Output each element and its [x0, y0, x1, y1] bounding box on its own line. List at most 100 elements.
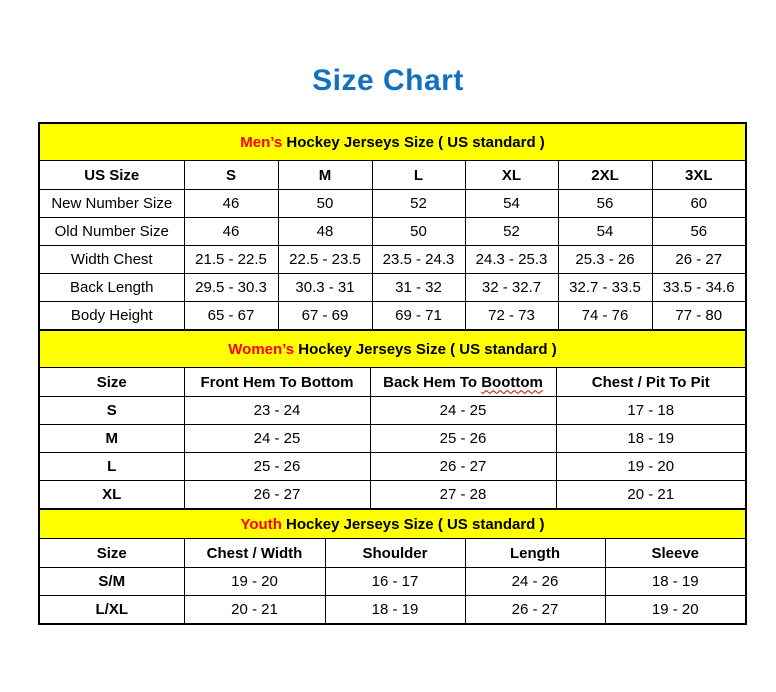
column-header: Front Hem To Bottom — [183, 367, 371, 397]
column-header: Size — [38, 367, 185, 397]
table-row: L 25 - 26 26 - 27 19 - 20 — [38, 452, 747, 481]
column-header: L — [371, 160, 466, 190]
cell-value: 52 — [464, 217, 559, 246]
cell-value: 65 - 67 — [183, 301, 279, 331]
header-row: Size Chest / Width Shoulder Length Sleeve — [38, 538, 747, 568]
mens-section-header: Men’s Hockey Jerseys Size ( US standard … — [38, 122, 747, 161]
row-label: M — [38, 424, 185, 453]
cell-value: 24 - 25 — [183, 424, 371, 453]
cell-value: 72 - 73 — [464, 301, 559, 331]
cell-value: 54 — [464, 189, 559, 218]
cell-value: 69 - 71 — [371, 301, 466, 331]
table-row: XL 26 - 27 27 - 28 20 - 21 — [38, 480, 747, 510]
cell-value: 26 - 27 — [464, 595, 606, 625]
cell-value: 74 - 76 — [557, 301, 653, 331]
womens-size-table: Women’s Hockey Jerseys Size ( US standar… — [38, 329, 748, 510]
cell-value: 19 - 20 — [555, 452, 747, 481]
cell-value: 23 - 24 — [183, 396, 371, 425]
cell-value: 60 — [651, 189, 747, 218]
womens-section-header: Women’s Hockey Jerseys Size ( US standar… — [38, 329, 747, 368]
cell-value: 54 — [557, 217, 653, 246]
column-header: Shoulder — [324, 538, 466, 568]
cell-value: 21.5 - 22.5 — [183, 245, 279, 274]
youth-section-header-text: Hockey Jerseys Size ( US standard ) — [281, 515, 545, 533]
youth-size-table: Youth Hockey Jerseys Size ( US standard … — [38, 508, 747, 625]
column-header: Chest / Width — [183, 538, 326, 568]
column-header: US Size — [38, 160, 185, 190]
cell-value: 24 - 26 — [464, 567, 606, 596]
cell-value: 56 — [557, 189, 653, 218]
cell-value: 25 - 26 — [183, 452, 371, 481]
cell-value: 29.5 - 30.3 — [183, 273, 279, 302]
cell-value: 26 - 27 — [651, 245, 747, 274]
cell-value: 20 - 21 — [183, 595, 326, 625]
row-label: L — [38, 452, 185, 481]
cell-value: 20 - 21 — [555, 480, 747, 510]
cell-value: 46 — [183, 217, 279, 246]
cell-value: 32.7 - 33.5 — [557, 273, 653, 302]
cell-value: 67 - 69 — [277, 301, 373, 331]
column-header: S — [183, 160, 279, 190]
cell-value: 16 - 17 — [324, 567, 466, 596]
youth-section-highlight: Youth — [240, 515, 282, 533]
row-label: Body Height — [38, 301, 185, 331]
misspelled-word: Boottom — [481, 373, 543, 391]
cell-value: 50 — [277, 189, 373, 218]
cell-value: 48 — [277, 217, 373, 246]
table-row: M 24 - 25 25 - 26 18 - 19 — [38, 424, 747, 453]
row-label: Back Length — [38, 273, 185, 302]
mens-section-highlight: Men’s — [240, 133, 283, 151]
womens-section-highlight: Women’s — [228, 340, 295, 358]
row-label: S — [38, 396, 185, 425]
cell-value: 30.3 - 31 — [277, 273, 373, 302]
table-row: Old Number Size 46 48 50 52 54 56 — [38, 217, 747, 246]
cell-value: 19 - 20 — [183, 567, 326, 596]
cell-value: 22.5 - 23.5 — [277, 245, 373, 274]
header-row: US Size S M L XL 2XL 3XL — [38, 160, 747, 190]
table-row: Body Height 65 - 67 67 - 69 69 - 71 72 - 73 7… — [38, 301, 747, 331]
cell-value: 18 - 19 — [604, 567, 747, 596]
column-header: 2XL — [557, 160, 653, 190]
cell-value: 17 - 18 — [555, 396, 747, 425]
column-header: XL — [464, 160, 559, 190]
table-row: New Number Size 46 50 52 54 56 60 — [38, 189, 747, 218]
mens-section-header-text: Hockey Jerseys Size ( US standard ) — [282, 133, 545, 151]
row-label: New Number Size — [38, 189, 185, 218]
cell-value: 50 — [371, 217, 466, 246]
cell-value: 27 - 28 — [369, 480, 557, 510]
cell-value: 56 — [651, 217, 747, 246]
column-header: Size — [38, 538, 185, 568]
row-label: XL — [38, 480, 185, 510]
cell-value: 18 - 19 — [555, 424, 747, 453]
cell-value: 52 — [371, 189, 466, 218]
cell-value: 23.5 - 24.3 — [371, 245, 466, 274]
column-header: Sleeve — [604, 538, 747, 568]
row-label: Width Chest — [38, 245, 185, 274]
column-header: M — [277, 160, 373, 190]
cell-value: 19 - 20 — [604, 595, 747, 625]
womens-section-header-text: Hockey Jerseys Size ( US standard ) — [294, 340, 557, 358]
cell-value: 77 - 80 — [651, 301, 747, 331]
column-header: Length — [464, 538, 606, 568]
row-label: Old Number Size — [38, 217, 185, 246]
column-header: Back Hem To Boottom — [369, 367, 557, 397]
cell-value: 33.5 - 34.6 — [651, 273, 747, 302]
cell-value: 24 - 25 — [369, 396, 557, 425]
size-tables-block: Men’s Hockey Jerseys Size ( US standard … — [38, 122, 748, 625]
cell-value: 31 - 32 — [371, 273, 466, 302]
youth-section-header: Youth Hockey Jerseys Size ( US standard … — [38, 508, 747, 539]
cell-value: 25 - 26 — [369, 424, 557, 453]
column-header: Chest / Pit To Pit — [555, 367, 747, 397]
cell-value: 46 — [183, 189, 279, 218]
table-row: Back Length 29.5 - 30.3 30.3 - 31 31 - 32 32… — [38, 273, 747, 302]
cell-value: 24.3 - 25.3 — [464, 245, 559, 274]
table-row: S 23 - 24 24 - 25 17 - 18 — [38, 396, 747, 425]
table-row: L/XL 20 - 21 18 - 19 26 - 27 19 - 20 — [38, 595, 747, 625]
column-header: 3XL — [651, 160, 747, 190]
table-row: Width Chest 21.5 - 22.5 22.5 - 23.5 23.5 - … — [38, 245, 747, 274]
row-label: L/XL — [38, 595, 185, 625]
table-row: S/M 19 - 20 16 - 17 24 - 26 18 - 19 — [38, 567, 747, 596]
column-header-text: Back Hem To — [383, 373, 482, 391]
cell-value: 18 - 19 — [324, 595, 466, 625]
